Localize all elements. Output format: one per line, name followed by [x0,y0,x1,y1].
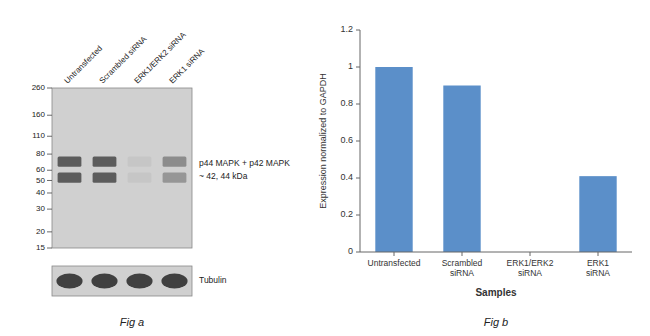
y-tick-label: 0 [348,246,353,256]
x-axis [360,252,632,253]
bar [375,67,412,252]
mw-label: 50 [36,176,45,185]
mw-tick [47,115,52,116]
x-tick-label-line: ERK1/ERK2 [507,258,554,268]
figure: 260 160 110 80 60 50 40 30 20 15 p44 MAPK + p42 MA… [0,0,650,336]
mw-tick [47,136,52,137]
blot-band [163,172,187,182]
mw-label: 15 [36,243,45,252]
mw-tick [47,88,52,89]
y-tick [356,30,360,31]
blot-annotation: ~ 42, 44 kDa [199,171,248,181]
mw-label: 160 [32,110,46,119]
x-axis-label: Samples [475,287,517,298]
mw-label: 110 [32,131,45,140]
y-tick-label: 0.2 [340,209,353,219]
bar-panel: 00.20.40.60.811.2UntransfectedScrambleds… [318,24,632,328]
x-tick [462,252,463,256]
mw-label: 60 [36,165,45,174]
mw-label: 20 [36,227,45,236]
blot-band [93,156,117,166]
blot-band [163,156,187,166]
x-tick-label-line: siRNA [586,268,610,278]
panel-label: Fig a [120,316,144,328]
mw-tick [47,231,52,232]
tubulin-band [126,274,152,289]
y-tick [356,178,360,179]
mw-tick [47,192,52,193]
blot-tubulin [52,266,192,296]
blot-band [58,156,82,166]
y-tick-label: 1.2 [340,24,353,34]
blot-main [52,88,192,248]
mw-tick [47,154,52,155]
blot-panel: 260 160 110 80 60 50 40 30 20 15 p44 MAPK + p42 MA… [32,30,291,328]
x-tick [598,252,599,256]
y-tick-label: 1 [348,61,353,71]
mw-tick [47,248,52,249]
x-tick-label-line: siRNA [518,268,542,278]
blot-annotation: p44 MAPK + p42 MAPK [199,158,290,168]
mw-tick [47,170,52,171]
lane-label: ERK1 siRNA [168,46,207,85]
y-tick [356,67,360,68]
mw-tick [47,180,52,181]
mw-label: 80 [36,149,45,158]
y-axis [360,30,361,252]
y-tick-label: 0.4 [340,172,353,182]
blot-band [128,172,152,182]
blot-annotation: Tubulin [199,275,227,285]
blot-band [93,172,117,182]
mw-tick [47,209,52,210]
bars [375,67,616,252]
tubulin-band [56,274,82,289]
y-tick [356,104,360,105]
y-tick [356,252,360,253]
bar [443,86,480,253]
x-tick-label-line: Untransfected [368,258,421,268]
y-tick [356,215,360,216]
blot-band [128,156,152,166]
tubulin-band [91,274,117,289]
bar [579,176,616,252]
x-tick-label-line: Scrambled [442,258,483,268]
mw-label: 30 [36,204,45,213]
y-axis-label: Expression normalized to GAPDH [318,73,328,209]
mw-label: 40 [36,188,45,197]
y-tick-label: 0.8 [340,98,353,108]
mw-label: 260 [32,83,46,92]
y-tick [356,141,360,142]
x-tick [394,252,395,256]
y-tick-label: 0.6 [340,135,353,145]
x-tick-label: ERK1siRNA [586,258,610,278]
x-tick-label-line: siRNA [450,268,474,278]
tubulin-band [161,274,187,289]
x-tick-label: Untransfected [368,258,421,268]
x-tick-label: ERK1/ERK2siRNA [507,258,554,278]
x-tick-label-line: ERK1 [587,258,609,268]
blot-band [58,172,82,182]
x-tick [530,252,531,256]
panel-label: Fig b [484,316,508,328]
x-tick-label: ScrambledsiRNA [442,258,483,278]
